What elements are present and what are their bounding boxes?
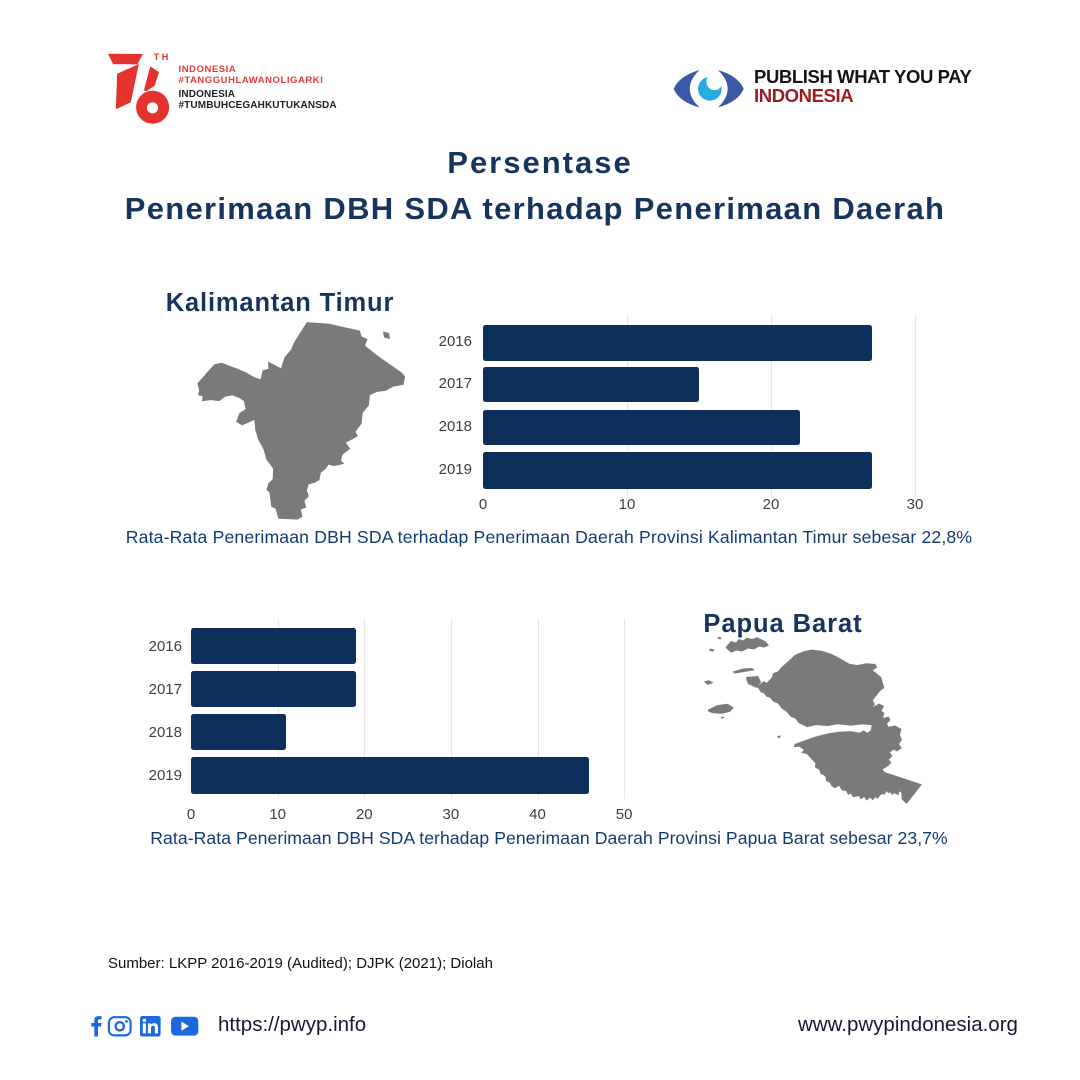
svg-text:TH: TH [154,52,171,62]
